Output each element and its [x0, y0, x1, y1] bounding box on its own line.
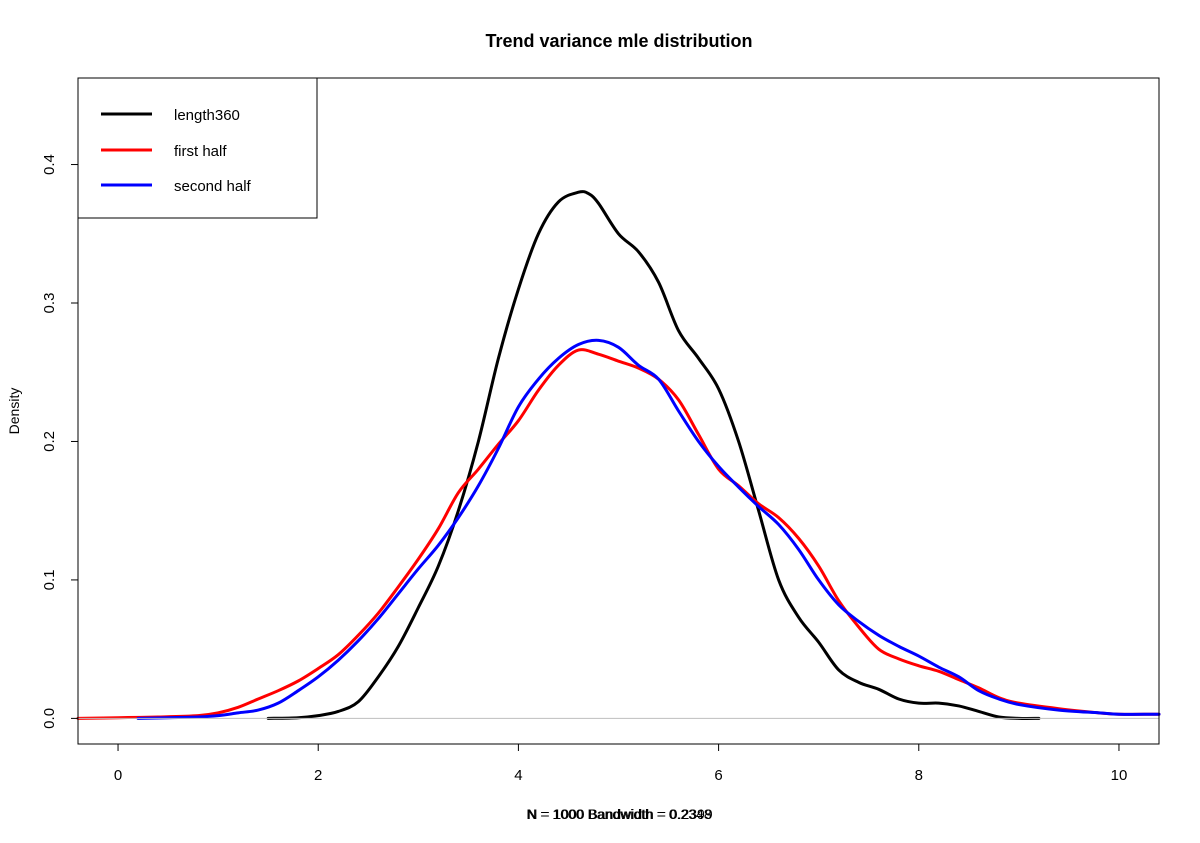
chart-title: Trend variance mle distribution [485, 31, 752, 51]
y-tick-label: 0.2 [41, 431, 58, 452]
y-tick-label: 0.4 [41, 154, 58, 175]
x-tick-label: 10 [1111, 767, 1128, 784]
series-line-first-half [76, 348, 1161, 720]
series-line-second-half [136, 338, 1161, 720]
x-tick-label: 8 [915, 767, 923, 784]
x-tick-label: 6 [714, 767, 722, 784]
x-tick-label: 0 [114, 767, 122, 784]
y-axis: 0.0 0.1 0.2 0.3 0.4 [41, 154, 78, 729]
x-axis-label: N = 1000 Bandwidth = 0.2399 [527, 806, 712, 822]
x-tick-label: 2 [314, 767, 322, 784]
y-axis-label: Density [6, 388, 22, 435]
plot-frame [77, 77, 1160, 745]
y-tick-label: 0.0 [41, 708, 58, 729]
x-tick-label: 4 [514, 767, 522, 784]
legend-label-length360: length360 [174, 107, 240, 124]
x-axis: 0 2 4 6 8 10 [114, 744, 1127, 784]
x-axis-label-overlap: N = 1000 Bandwidth = 0.2348 [526, 806, 711, 822]
legend-box [77, 77, 318, 219]
legend-label-first-half: first half [174, 143, 227, 160]
legend-label-second-half: second half [174, 178, 252, 195]
series-line-length360 [266, 190, 1041, 720]
legend: length360 first half second half [77, 77, 318, 219]
y-tick-label: 0.1 [41, 569, 58, 590]
series-curves [76, 190, 1161, 720]
y-tick-label: 0.3 [41, 293, 58, 314]
